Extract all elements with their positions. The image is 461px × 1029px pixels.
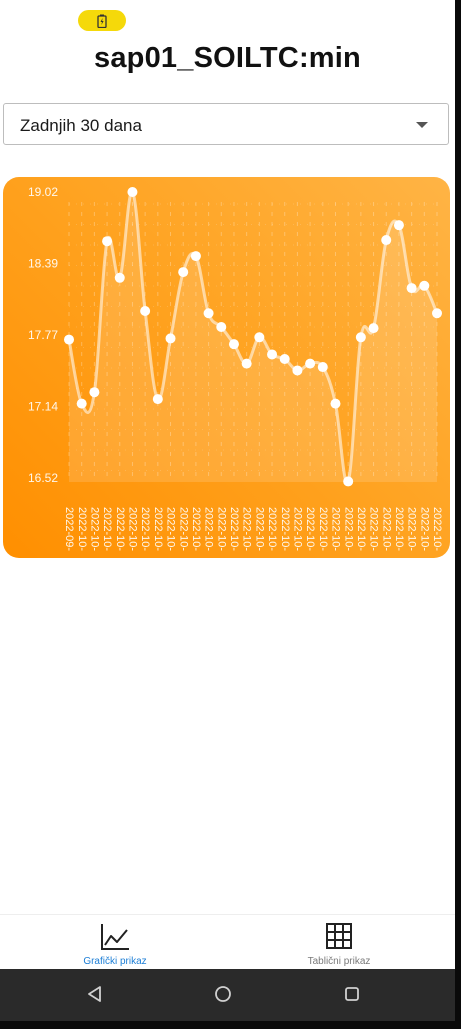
- x-tick-label-24: 2022-10-: [368, 507, 380, 551]
- home-circle-icon[interactable]: [214, 985, 232, 1003]
- x-tick-label-4: 2022-10-: [114, 507, 126, 551]
- grid-table-icon: [326, 923, 352, 949]
- period-select-value: Zadnjih 30 dana: [20, 116, 142, 135]
- data-point-23[interactable]: [355, 332, 366, 343]
- x-tick-label-19: 2022-10-: [304, 507, 316, 551]
- bottom-navigation: Grafički prikaz Tablični prikaz: [0, 914, 455, 970]
- x-tick-label-29: 2022-10-: [431, 507, 443, 551]
- x-tick-label-25: 2022-10-: [380, 507, 392, 551]
- chevron-down-icon: [416, 122, 428, 128]
- tab-tabular-view[interactable]: Tablični prikaz: [239, 915, 439, 970]
- line-chart: 19.02 18.39 17.77 17.14 16.52 2022-09- 2022-10…: [28, 185, 443, 551]
- data-point-18[interactable]: [292, 365, 303, 376]
- data-point-17[interactable]: [279, 354, 290, 365]
- data-point-11[interactable]: [203, 308, 214, 319]
- y-tick-label-0: 19.02: [28, 185, 58, 199]
- screen-bottom-edge: [0, 1021, 461, 1029]
- battery-status-pill: [78, 10, 126, 31]
- data-point-27[interactable]: [406, 283, 417, 294]
- recents-square-icon[interactable]: [343, 985, 361, 1003]
- data-point-7[interactable]: [152, 394, 163, 405]
- tab-tabular-view-label: Tablični prikaz: [307, 956, 371, 967]
- data-point-12[interactable]: [216, 321, 227, 332]
- x-tick-label-12: 2022-10-: [215, 507, 227, 551]
- x-tick-label-7: 2022-10-: [152, 507, 164, 551]
- x-tick-label-13: 2022-10-: [228, 507, 240, 551]
- x-tick-label-3: 2022-10-: [101, 507, 113, 551]
- data-point-26[interactable]: [393, 220, 404, 231]
- data-point-20[interactable]: [317, 362, 328, 373]
- tab-graphical-view-label: Grafički prikaz: [83, 956, 147, 967]
- data-point-9[interactable]: [178, 267, 189, 278]
- x-tick-label-8: 2022-10-: [165, 507, 177, 551]
- x-tick-label-15: 2022-10-: [253, 507, 265, 551]
- data-point-14[interactable]: [241, 358, 252, 369]
- x-tick-label-27: 2022-10-: [406, 507, 418, 551]
- data-point-15[interactable]: [254, 332, 265, 343]
- line-chart-icon: [101, 924, 129, 950]
- x-tick-label-20: 2022-10-: [317, 507, 329, 551]
- screen-edge: [455, 0, 461, 1029]
- x-tick-label-16: 2022-10-: [266, 507, 278, 551]
- data-point-25[interactable]: [381, 235, 392, 246]
- back-triangle-icon[interactable]: [86, 985, 104, 1003]
- data-point-10[interactable]: [190, 251, 201, 262]
- chart-card: 19.02 18.39 17.77 17.14 16.52 2022-09- 2022-10…: [3, 177, 450, 558]
- x-tick-label-22: 2022-10-: [342, 507, 354, 551]
- y-tick-label-2: 17.77: [28, 328, 58, 342]
- data-point-22[interactable]: [343, 476, 354, 487]
- x-tick-label-6: 2022-10-: [139, 507, 151, 551]
- data-point-13[interactable]: [228, 339, 239, 350]
- x-tick-label-0: 2022-09-: [63, 507, 75, 551]
- data-point-2[interactable]: [89, 387, 100, 398]
- data-point-16[interactable]: [267, 349, 278, 360]
- chart-grid: [68, 202, 438, 482]
- x-tick-label-17: 2022-10-: [279, 507, 291, 551]
- data-point-0[interactable]: [64, 334, 74, 345]
- data-point-1[interactable]: [76, 398, 87, 409]
- data-point-19[interactable]: [305, 358, 316, 369]
- data-point-6[interactable]: [140, 305, 151, 316]
- data-point-28[interactable]: [419, 280, 430, 291]
- x-tick-label-21: 2022-10-: [330, 507, 342, 551]
- x-tick-label-10: 2022-10-: [190, 507, 202, 551]
- x-tick-label-23: 2022-10-: [355, 507, 367, 551]
- system-navigation-bar: [0, 969, 455, 1021]
- series-area: [69, 191, 437, 483]
- period-select[interactable]: Zadnjih 30 dana: [3, 103, 449, 145]
- battery-icon: [97, 14, 107, 28]
- data-point-8[interactable]: [165, 333, 176, 344]
- data-point-21[interactable]: [330, 398, 341, 409]
- x-tick-label-9: 2022-10-: [177, 507, 189, 551]
- page-title: sap01_SOILTC:min: [94, 42, 361, 74]
- data-point-24[interactable]: [368, 323, 379, 334]
- x-tick-label-28: 2022-10-: [418, 507, 430, 551]
- data-point-29[interactable]: [432, 308, 442, 319]
- x-tick-label-2: 2022-10-: [88, 507, 100, 551]
- x-tick-label-14: 2022-10-: [241, 507, 253, 551]
- tab-graphical-view[interactable]: Grafički prikaz: [15, 915, 215, 970]
- data-point-4[interactable]: [114, 272, 125, 283]
- data-point-5[interactable]: [127, 187, 138, 197]
- y-tick-label-3: 17.14: [28, 400, 58, 414]
- x-tick-label-18: 2022-10-: [292, 507, 304, 551]
- x-tick-label-26: 2022-10-: [393, 507, 405, 551]
- x-tick-label-5: 2022-10-: [127, 507, 139, 551]
- y-tick-label-4: 16.52: [28, 471, 58, 485]
- x-tick-label-11: 2022-10-: [203, 507, 215, 551]
- data-point-3[interactable]: [102, 236, 113, 247]
- y-tick-label-1: 18.39: [28, 257, 58, 271]
- x-tick-label-1: 2022-10-: [76, 507, 88, 551]
